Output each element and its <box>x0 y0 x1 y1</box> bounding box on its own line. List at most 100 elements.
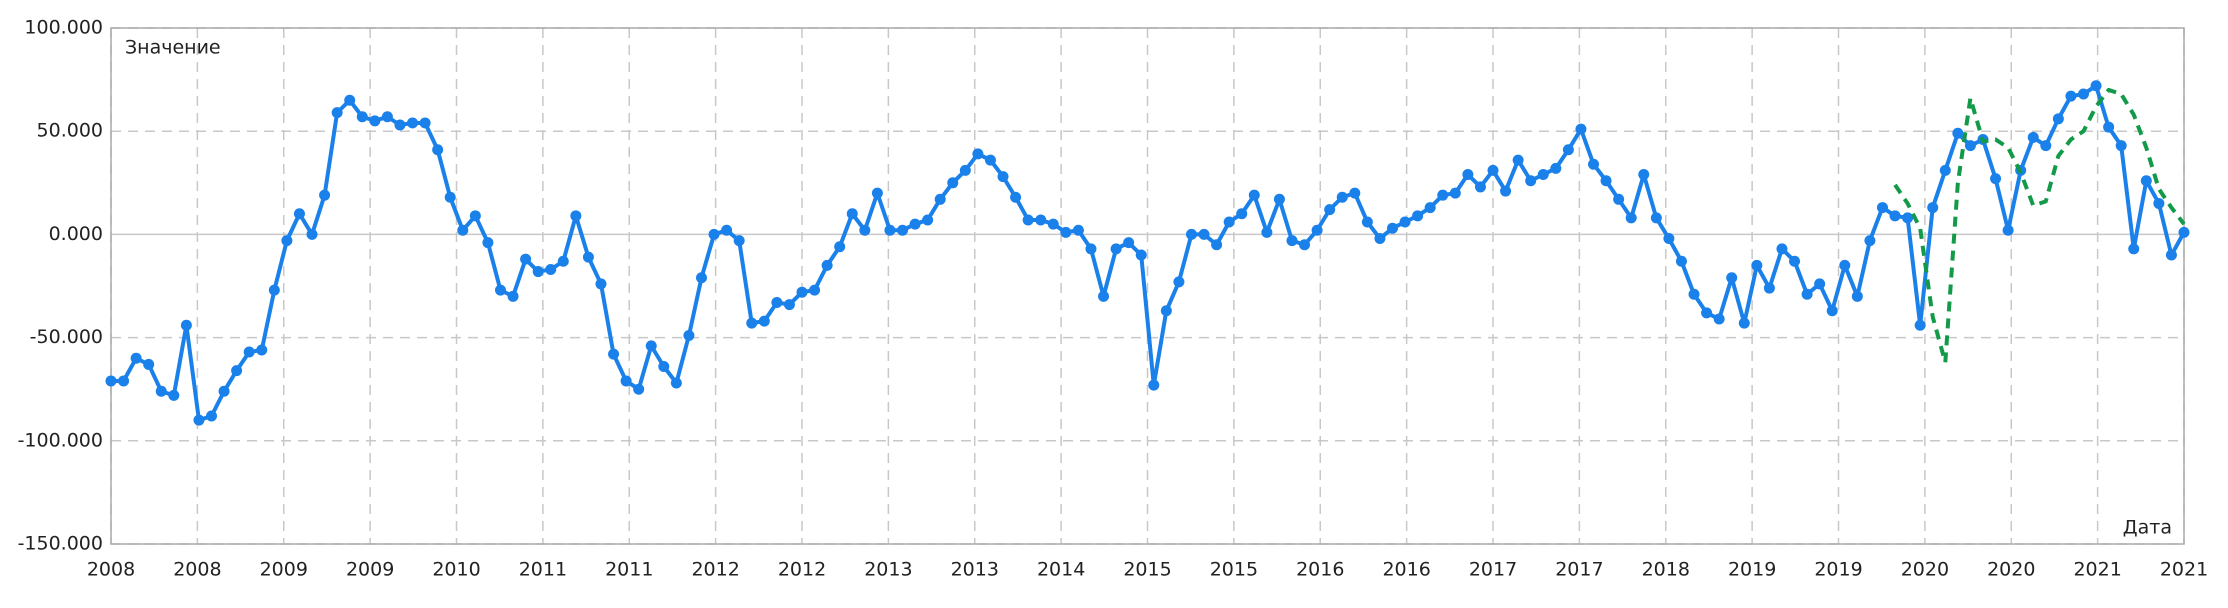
data-point <box>1726 272 1738 284</box>
data-point <box>658 360 670 372</box>
data-point <box>595 278 607 290</box>
data-point <box>419 117 431 129</box>
data-point <box>532 266 544 278</box>
data-point <box>1964 140 1976 152</box>
data-point <box>758 315 770 327</box>
data-point <box>1412 210 1424 222</box>
x-tick-label: 2017 <box>1469 559 1517 581</box>
data-point <box>557 255 569 267</box>
data-point <box>972 148 984 160</box>
data-point <box>1072 224 1084 236</box>
data-point <box>733 235 745 247</box>
data-point <box>1851 290 1863 302</box>
data-point <box>293 208 305 220</box>
x-tick-label: 2010 <box>432 559 480 581</box>
data-point <box>2178 226 2190 238</box>
data-point <box>1299 239 1311 251</box>
data-point <box>1650 212 1662 224</box>
x-axis-label: Дата <box>2123 517 2172 539</box>
data-point <box>2153 197 2165 209</box>
data-point <box>180 319 192 331</box>
y-tick-label: -100.000 <box>18 429 103 451</box>
data-point <box>922 214 934 226</box>
x-tick-label: 2012 <box>691 559 739 581</box>
data-point <box>2077 88 2089 100</box>
x-tick-label: 2021 <box>2160 559 2208 581</box>
data-point <box>1600 175 1612 187</box>
data-point <box>1261 226 1273 238</box>
data-point <box>771 297 783 309</box>
y-tick-label: 0.000 <box>49 223 103 245</box>
data-point <box>457 224 469 236</box>
data-point <box>256 344 268 356</box>
x-tick-label: 2018 <box>1642 559 1690 581</box>
x-tick-label: 2017 <box>1555 559 1603 581</box>
data-point <box>1864 235 1876 247</box>
data-point <box>469 210 481 222</box>
data-point <box>1361 216 1373 228</box>
data-point <box>243 346 255 358</box>
data-point <box>570 210 582 222</box>
data-point <box>1914 319 1926 331</box>
data-point <box>1198 228 1210 240</box>
data-point <box>1223 216 1235 228</box>
data-point <box>306 228 318 240</box>
data-point <box>1449 187 1461 199</box>
data-point <box>984 154 996 166</box>
plot-frame <box>110 27 2185 545</box>
data-point <box>218 385 230 397</box>
data-point <box>2027 131 2039 143</box>
marks <box>105 80 2190 426</box>
data-point <box>1902 212 1914 224</box>
y-tick-label: 100.000 <box>24 17 103 39</box>
data-point <box>783 299 795 311</box>
data-point <box>331 107 343 119</box>
data-point <box>859 224 871 236</box>
data-point <box>1939 164 1951 176</box>
data-point <box>2065 90 2077 102</box>
data-point <box>231 365 243 377</box>
x-tick-label: 2015 <box>1210 559 1258 581</box>
data-point <box>2165 249 2177 261</box>
x-tick-label: 2020 <box>1987 559 2035 581</box>
x-tick-label: 2011 <box>519 559 567 581</box>
data-point <box>1776 243 1788 255</box>
data-point <box>1625 212 1637 224</box>
x-tick-label: 2019 <box>1728 559 1776 581</box>
data-point <box>2115 140 2127 152</box>
data-point <box>1688 288 1700 300</box>
data-point <box>2052 113 2064 125</box>
data-point <box>1550 162 1562 174</box>
data-point <box>582 251 594 263</box>
data-point <box>1336 191 1348 203</box>
x-tick-label: 2019 <box>1814 559 1862 581</box>
x-tick-label: 2013 <box>864 559 912 581</box>
data-point <box>2140 175 2152 187</box>
data-point <box>2040 140 2052 152</box>
data-point <box>1148 379 1160 391</box>
data-point <box>683 330 695 342</box>
data-point <box>1487 164 1499 176</box>
data-point <box>633 383 645 395</box>
data-point <box>796 286 808 298</box>
data-point <box>143 358 155 370</box>
data-point <box>1311 224 1323 236</box>
x-tick-label: 2008 <box>87 559 135 581</box>
data-point <box>1399 216 1411 228</box>
data-point <box>444 191 456 203</box>
x-tick-label: 2009 <box>260 559 308 581</box>
data-point <box>1160 305 1172 317</box>
data-point <box>708 228 720 240</box>
data-point <box>1927 202 1939 214</box>
data-point <box>1701 307 1713 319</box>
data-point <box>356 111 368 123</box>
data-line <box>111 83 2186 423</box>
data-point <box>1562 144 1574 156</box>
data-point <box>1185 228 1197 240</box>
data-point <box>193 414 205 426</box>
data-point <box>155 385 167 397</box>
y-tick-label: 50.000 <box>37 120 103 142</box>
x-tick-label: 2021 <box>2073 559 2121 581</box>
data-point <box>394 119 406 131</box>
data-point <box>1060 226 1072 238</box>
